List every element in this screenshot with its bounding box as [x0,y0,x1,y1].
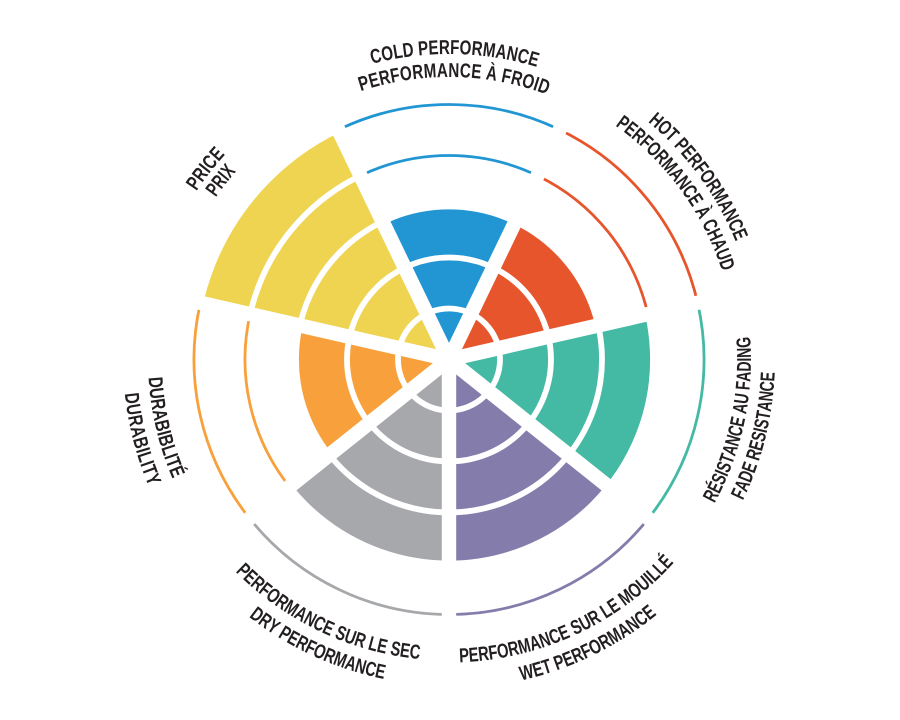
svg-text:M: M [482,38,497,62]
svg-text:F: F [487,640,499,664]
svg-text:A: A [126,424,151,440]
svg-text:I: I [136,458,159,469]
svg-text:A: A [728,401,753,415]
svg-text:C: C [515,44,531,69]
svg-text:U: U [729,392,753,405]
svg-text:S: S [749,417,774,431]
svg-text:D: D [401,38,415,62]
svg-text:D: D [732,361,755,372]
svg-text:E: E [399,638,412,662]
svg-text:I: I [132,445,155,455]
svg-text:A: A [732,370,756,382]
svg-text:I: I [748,426,771,435]
svg-text:U: U [122,402,146,416]
svg-text:R: R [506,636,522,661]
svg-text:A: A [437,59,449,82]
svg-text:N: N [505,42,520,66]
svg-text:E: E [428,36,439,59]
svg-text:R: R [124,413,148,428]
svg-text:N: N [732,347,755,358]
svg-text:O: O [495,638,510,663]
svg-text:C: C [459,59,471,82]
svg-text:N: N [754,390,778,403]
svg-text:P: P [417,37,429,60]
svg-text:A: A [148,407,172,422]
svg-text:R: R [477,642,490,666]
svg-text:F: F [500,64,514,88]
svg-text:M: M [423,59,437,82]
svg-text:A: A [752,399,776,413]
svg-text:D: D [144,376,167,389]
svg-text:O: O [459,36,472,59]
svg-text:R: R [471,37,484,61]
svg-text:R: R [411,60,424,84]
svg-text:C: C [408,640,421,664]
svg-text:I: I [531,72,542,95]
svg-text:I: I [160,451,183,462]
svg-text:R: R [439,36,450,59]
svg-text:G: G [732,336,756,348]
svg-text:A: A [494,40,509,64]
svg-text:M: M [515,633,533,658]
svg-text:E: E [756,371,780,382]
svg-text:L: L [391,40,404,64]
svg-text:P: P [459,644,470,667]
svg-text:N: N [448,59,459,82]
svg-text:F: F [450,36,460,59]
svg-text:E: E [468,643,480,667]
svg-text:R: R [509,66,525,91]
svg-text:I: I [732,358,755,362]
svg-text:B: B [150,418,175,434]
svg-text:O: O [379,41,395,66]
svg-text:R: R [377,65,393,90]
svg-text:S: S [389,637,403,661]
svg-text:F: F [388,63,401,87]
svg-text:U: U [145,387,169,400]
svg-text:E: E [470,60,482,83]
svg-text:C: C [368,44,384,69]
svg-text:F: F [731,380,755,391]
svg-text:W: W [517,659,536,685]
svg-text:R: R [146,397,170,411]
svg-text:D: D [120,391,144,405]
svg-text:À: À [485,60,499,85]
svg-text:I: I [153,428,176,438]
svg-text:C: C [755,380,779,392]
svg-text:O: O [398,61,413,85]
